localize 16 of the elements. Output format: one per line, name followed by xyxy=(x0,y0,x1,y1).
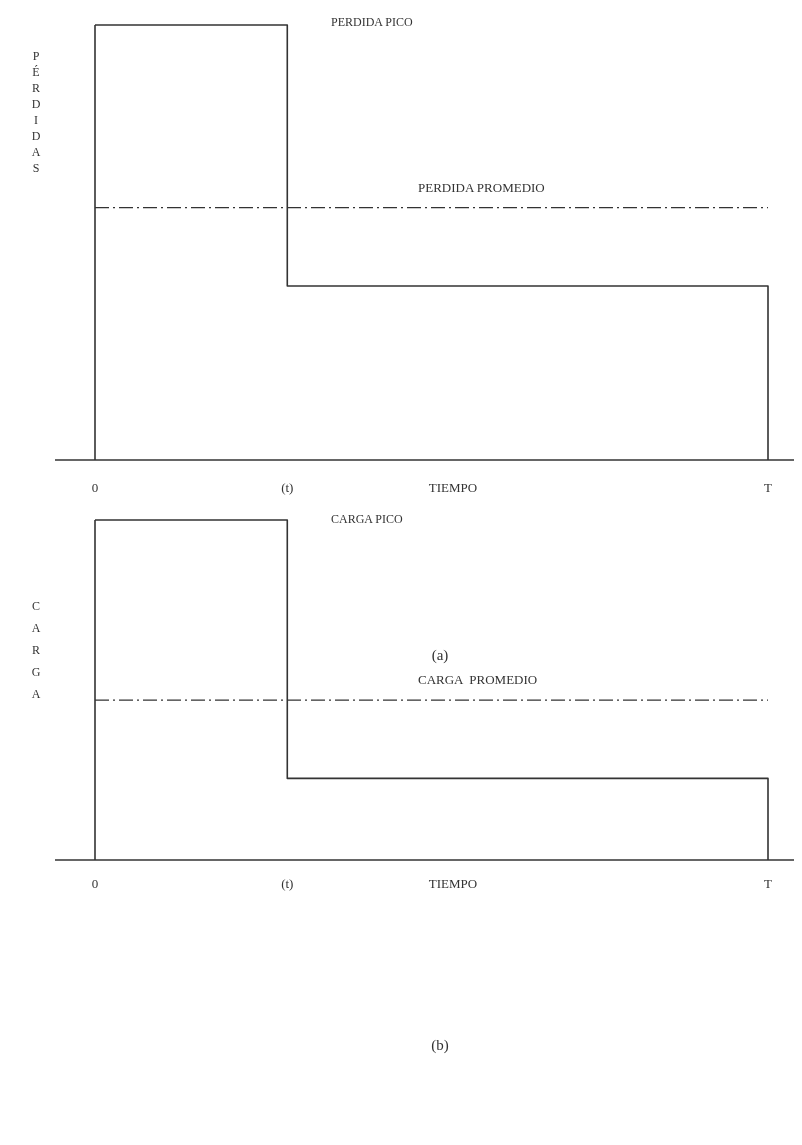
x-tick-label: (t) xyxy=(281,876,294,891)
y-axis-title: PÉRDIDAS xyxy=(31,49,41,175)
annotation: CARGA PICO xyxy=(331,512,404,526)
x-tick-label: T xyxy=(764,876,773,891)
text: (b) xyxy=(431,1037,449,1054)
ref-line-label: CARGA PROMEDIO xyxy=(418,672,538,688)
annotation: PERDIDA PICO xyxy=(331,15,414,29)
x-axis-title: TIEMPO xyxy=(428,876,478,891)
x-tick-label: T xyxy=(764,480,773,495)
y-axis-title: CARGA xyxy=(31,599,41,701)
annotation: (a) xyxy=(431,647,449,664)
x-tick-label: 0 xyxy=(91,480,99,495)
x-tick-label: 0 xyxy=(91,876,99,891)
ref-line-label: PERDIDA PROMEDIO xyxy=(418,179,545,195)
x-tick-label: (t) xyxy=(281,480,294,495)
x-axis-title: TIEMPO xyxy=(428,480,478,495)
